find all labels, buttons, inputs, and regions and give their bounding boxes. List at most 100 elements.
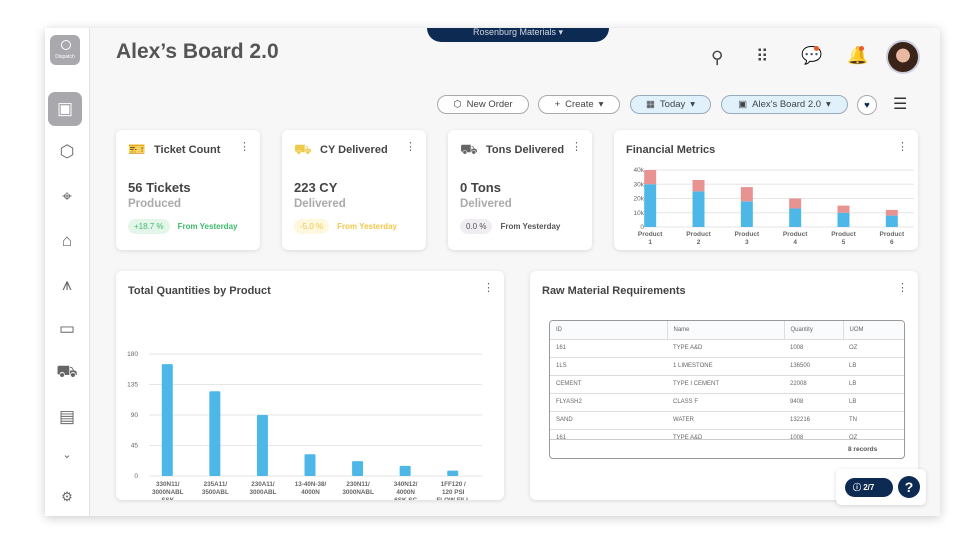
more-icon[interactable]: ⋮ — [897, 141, 908, 153]
bar — [161, 364, 173, 476]
truck-icon: ⛟ — [460, 141, 478, 157]
money-icon[interactable]: ▭ — [58, 319, 76, 338]
apps-grid-icon[interactable]: ⠿ — [756, 47, 769, 66]
table-cell: 161 — [550, 429, 667, 439]
x-tick-line: 6 — [890, 239, 894, 246]
kpi-footer: -5.0 % From Yesterday — [294, 219, 397, 234]
x-tick-line: 13-40N-38/ — [295, 481, 327, 488]
y-tick-label: 40k — [634, 167, 645, 174]
table-cell: TYPE A&D — [667, 429, 784, 439]
cube-icon[interactable]: ⬡ — [59, 142, 75, 161]
tour-progress-button[interactable]: ⓘ 2/7 — [845, 478, 893, 497]
report-icon[interactable]: ▤ — [58, 407, 76, 426]
kpi-card-cy-delivered: ⛟ CY Delivered ⋮ 223 CY Delivered -5.0 %… — [282, 130, 426, 250]
filter-icon[interactable]: ☰ — [893, 96, 908, 113]
table-cell: 22008 — [784, 375, 843, 394]
caret-down-icon: ▾ — [598, 99, 604, 110]
more-icon[interactable]: ⋮ — [239, 141, 250, 153]
plus-icon: + — [554, 99, 561, 110]
card-title: Raw Material Requirements — [542, 285, 686, 297]
kpi-label: Produced — [128, 198, 182, 210]
new-order-button[interactable]: ⬡ New Order — [437, 95, 529, 114]
create-label: Create — [565, 99, 594, 110]
chevron-down-icon[interactable]: ⌄ — [62, 448, 72, 461]
help-button[interactable]: ? — [898, 476, 920, 498]
x-tick-label: 230A11/3000ABL — [249, 481, 276, 496]
bell-icon[interactable]: 🔔 — [847, 46, 869, 65]
table-row[interactable]: 161 TYPE A&D 1008 OZ — [550, 339, 904, 358]
x-tick-label: Product 1 — [638, 231, 663, 246]
board-selector[interactable]: ▣ Alex's Board 2.0 ▾ — [721, 95, 848, 114]
more-icon[interactable]: ⋮ — [483, 282, 494, 294]
bar-segment — [740, 201, 753, 227]
table-row[interactable]: SAND WATER 132216 TN — [550, 411, 904, 430]
financial-metrics-card: Financial Metrics ⋮ 0 10k 20k 30k 40k Product… — [614, 130, 918, 250]
x-tick-line: 3000NABL — [152, 489, 184, 496]
x-tick-line: 6SK SC — [394, 497, 417, 500]
y-tick-label: 180 — [127, 351, 138, 358]
date-label: Today — [659, 99, 686, 110]
favorite-button[interactable]: ♥ — [857, 95, 877, 115]
table-cell: 132216 — [784, 411, 843, 430]
map-pin-icon[interactable]: ⌖ — [62, 187, 72, 206]
raw-materials-card: Raw Material Requirements ⋮ ID Name Quan… — [530, 271, 918, 500]
table-cell: 161 — [550, 339, 667, 358]
column-header[interactable]: UOM — [843, 321, 904, 340]
table-cell: OZ — [843, 339, 904, 358]
table-cell: 1008 — [784, 339, 843, 358]
x-tick-line: 330N11/ — [156, 481, 180, 488]
date-selector[interactable]: ▦ Today ▾ — [630, 95, 711, 114]
chat-icon[interactable]: 💬 — [801, 46, 823, 65]
change-badge: 0.0 % — [460, 219, 493, 234]
table-cell: WATER — [667, 411, 784, 430]
y-tick-label: 0 — [640, 224, 644, 231]
column-header[interactable]: Name — [667, 321, 785, 340]
x-tick-line: 3000NABL — [342, 489, 374, 496]
x-tick-line: 120 PSI — [442, 489, 465, 496]
new-order-label: New Order — [466, 99, 513, 110]
table-row[interactable]: CEMENT TYPE I CEMENT 22008 LB — [550, 375, 904, 394]
ticket-icon: 🎫 — [128, 141, 146, 157]
x-tick-label: 340N12/4000N6SK SC — [394, 481, 418, 500]
store-icon[interactable]: ⌂ — [61, 231, 73, 250]
avatar[interactable] — [886, 40, 920, 74]
create-button[interactable]: + Create ▾ — [538, 95, 620, 114]
x-tick-label: 1FF120 /120 PSIFLOW FILL — [436, 481, 470, 500]
x-tick-line: 3 — [745, 239, 749, 246]
truck-icon[interactable]: ⛟ — [56, 362, 78, 381]
x-tick-line: 5 — [842, 239, 846, 246]
table-cell: 1LS — [550, 357, 667, 376]
x-tick-line: Product — [831, 231, 856, 238]
change-badge: -5.0 % — [294, 219, 330, 234]
truck-icon: ⛟ — [294, 141, 312, 157]
table-header: ID Name Quantity UOM — [550, 321, 904, 340]
column-header[interactable]: ID — [550, 321, 668, 340]
box-icon: ⬡ — [453, 99, 462, 110]
bar-segment — [789, 208, 802, 227]
more-icon[interactable]: ⋮ — [897, 282, 908, 294]
search-icon[interactable]: ⚲ — [711, 48, 724, 67]
sidebar: Dispatch ▣ ⬡ ⌖ ⌂ ⩚ ▭ ⛟ ▤ ⌄ ⚙ — [45, 28, 90, 516]
more-icon[interactable]: ⋮ — [571, 141, 582, 153]
plant-icon[interactable]: ⩚ — [62, 275, 72, 294]
column-header[interactable]: Quantity — [784, 321, 844, 340]
table-row[interactable]: 161 TYPE A&D 1008 OZ — [550, 429, 904, 439]
company-selector[interactable]: Rosenburg Materials ▾ — [427, 28, 609, 42]
tour-counter: 2/7 — [863, 483, 875, 492]
card-title: Financial Metrics — [626, 144, 716, 156]
table-row[interactable]: FLYASH2 CLASS F 9408 LB — [550, 393, 904, 412]
table-cell: CEMENT — [550, 375, 667, 394]
quantities-chart: 04590135180330N11/3000NABLSSK235A11/3500… — [127, 351, 482, 500]
card-title: Total Quantities by Product — [128, 285, 271, 297]
settings-icon[interactable]: ⚙ — [61, 489, 73, 504]
y-tick-label: 90 — [131, 412, 139, 419]
dispatch-logo[interactable]: Dispatch — [50, 35, 80, 65]
x-tick-line: 230N11/ — [346, 481, 370, 488]
x-tick-line: Product — [735, 231, 760, 238]
more-icon[interactable]: ⋮ — [405, 141, 416, 153]
table-row[interactable]: 1LS 1 LIMESTONE 136500 LB — [550, 357, 904, 376]
board-icon: ▣ — [738, 99, 748, 110]
x-tick-label: 330N11/3000NABLSSK — [152, 481, 184, 500]
dashboard-icon[interactable]: ▣ — [48, 92, 82, 126]
